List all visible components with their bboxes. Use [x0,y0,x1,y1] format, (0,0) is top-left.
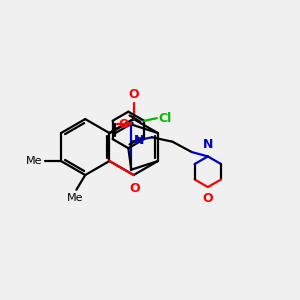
Text: O: O [202,192,213,206]
Text: Cl: Cl [158,112,172,125]
Text: Me: Me [67,193,83,203]
Text: O: O [130,182,140,194]
Text: N: N [134,134,145,147]
Text: N: N [203,138,213,151]
Text: O: O [128,88,139,101]
Text: O: O [118,118,129,131]
Text: Me: Me [26,156,42,166]
